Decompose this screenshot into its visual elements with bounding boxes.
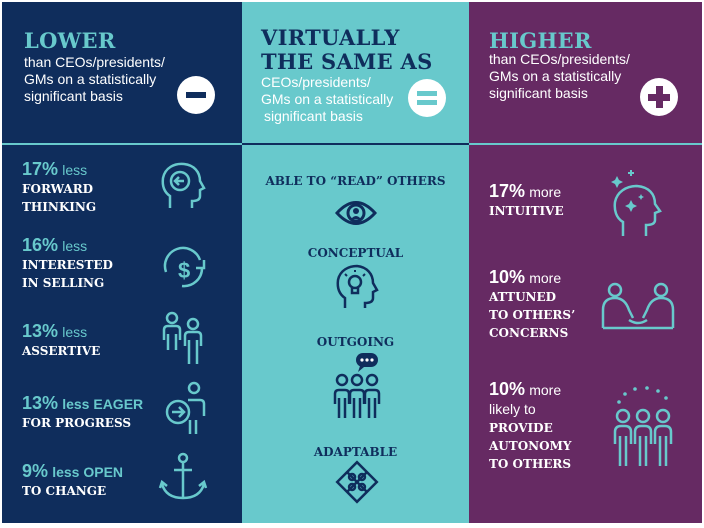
handshake-people-icon [601,282,675,330]
higher-item: 10% more ATTUNED TO OTHERS’ CONCERNS [489,267,576,340]
same-column: VIRTUALLY THE SAME AS CEOs/presidents/ G… [242,2,469,523]
plus-icon [640,78,678,116]
same-item-label: OUTGOING [316,335,395,349]
puzzle-icon [335,460,379,504]
same-item-label: ADAPTABLE [313,445,398,459]
same-item-label: CONCEPTUAL [307,246,404,260]
head-with-arrow-icon [161,162,206,208]
lower-item: 13% less ASSERTIVE [22,321,101,358]
person-arrow-icon [165,381,206,434]
two-people-icon [162,311,203,364]
lower-title: LOWER [24,28,116,53]
higher-subtitle: than CEOs/presidents/ GMs on a statistic… [489,51,630,101]
team-icon [613,386,673,466]
dollar-cycle-icon: $ [163,246,206,288]
lower-header: LOWER than CEOs/presidents/ GMs on a sta… [2,2,242,145]
lower-item: 13% less EAGER FOR PROGRESS [22,393,144,430]
lower-column: LOWER than CEOs/presidents/ GMs on a sta… [2,2,242,523]
eye-icon [335,201,377,225]
head-lightbulb-icon [336,264,379,308]
head-sparkle-icon [611,170,662,236]
lower-item: 16% less INTERESTED IN SELLING [22,235,113,290]
higher-title: HIGHER [489,28,592,53]
same-header: VIRTUALLY THE SAME AS CEOs/presidents/ G… [242,2,469,145]
lower-item: 9% less OPEN TO CHANGE [22,461,124,498]
group-chat-icon [333,353,381,418]
higher-item: 10% more likely to PROVIDE AUTONOMY TO O… [489,379,572,471]
lower-subtitle: than CEOs/presidents/ GMs on a statistic… [24,54,165,104]
same-subtitle: CEOs/presidents/ GMs on a statistically … [261,74,394,124]
lower-item: 17% less FORWARD THINKING [22,159,97,214]
same-item-label: ABLE TO “READ” OTHERS [265,174,446,188]
minus-icon [177,76,215,114]
higher-item: 17% more INTUITIVE [489,181,564,218]
higher-header: HIGHER than CEOs/presidents/ GMs on a st… [469,2,702,145]
svg-text:$: $ [178,258,190,283]
equals-icon [408,79,446,117]
same-title: VIRTUALLY THE SAME AS [261,25,433,74]
anchor-icon [158,452,208,500]
higher-column: HIGHER than CEOs/presidents/ GMs on a st… [469,2,702,523]
